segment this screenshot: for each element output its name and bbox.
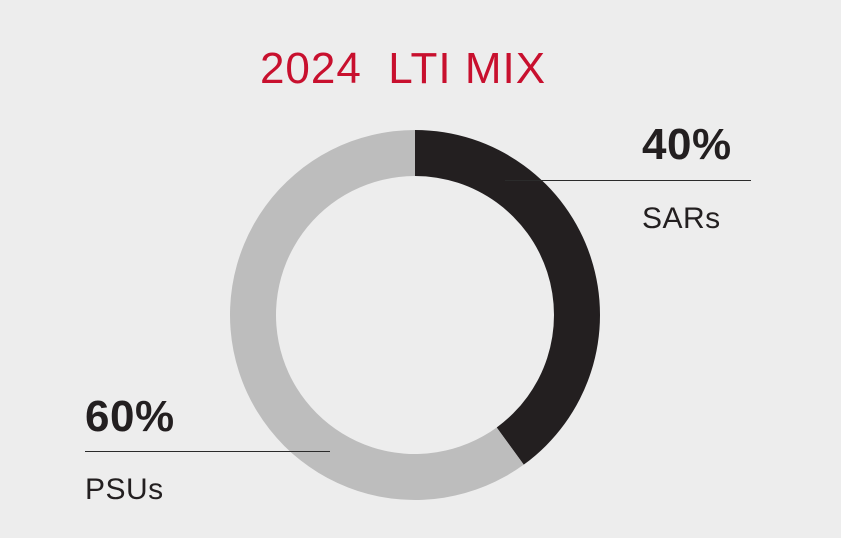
sars-percent-label: 40%: [642, 120, 732, 169]
psus-percent-label: 60%: [85, 392, 175, 441]
chart-title: 2024 LTI MIX: [259, 44, 547, 93]
donut-slice-psus: [230, 130, 524, 500]
psus-leader-line: [85, 451, 330, 452]
donut-slice-sars: [415, 130, 600, 465]
sars-category-label: SARs: [642, 202, 721, 235]
sars-leader-line: [505, 180, 751, 181]
psus-category-label: PSUs: [85, 473, 164, 506]
